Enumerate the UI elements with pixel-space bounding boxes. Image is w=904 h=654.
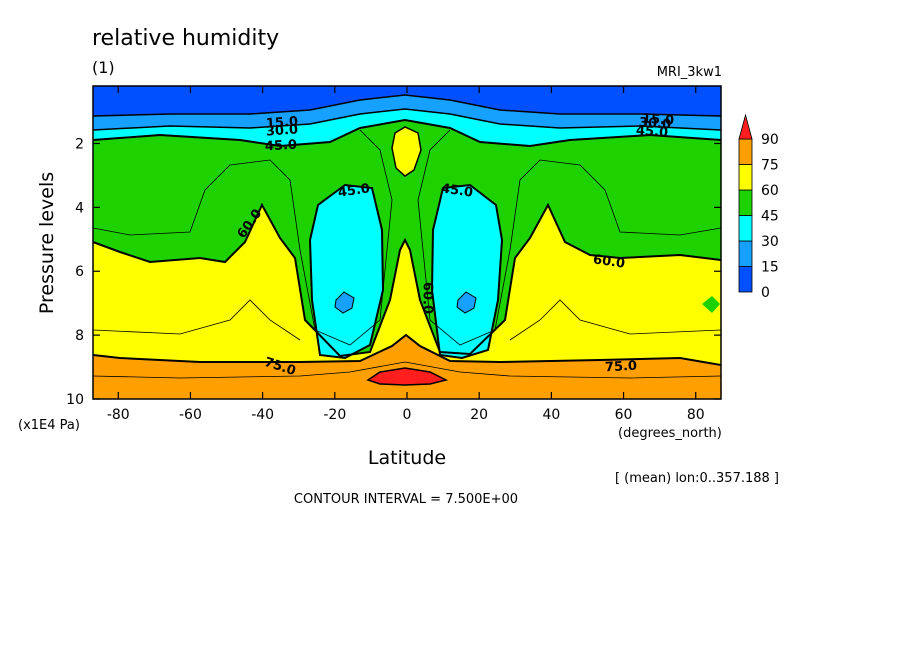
contour-surface-maximum xyxy=(366,367,449,386)
x-tick-label: 80 xyxy=(687,407,705,423)
contour-labels: 15.030.045.045.0 45.060.060.060.075.0 75.0… xyxy=(235,111,675,379)
y-unit-label: (x1E4 Pa) xyxy=(18,418,80,433)
x-tick-label: -40 xyxy=(251,407,274,423)
x-tick-label: -60 xyxy=(179,407,202,423)
contour-label: 45.0 xyxy=(337,181,371,200)
x-unit-label: (degrees_north) xyxy=(618,426,722,441)
x-tick-label: -80 xyxy=(107,407,130,423)
colorbar-swatch xyxy=(738,164,753,191)
x-tick-label: -20 xyxy=(323,407,346,423)
colorbar-tick-label: 30 xyxy=(761,234,779,250)
contour-30 xyxy=(93,108,721,131)
moist-blob-edge xyxy=(702,296,720,313)
x-tick-label: 40 xyxy=(542,407,560,423)
contour-label: 15.0 xyxy=(265,114,298,131)
y-tick-label: 10 xyxy=(66,392,84,408)
dry-core-south xyxy=(335,292,354,313)
dry-cell-south xyxy=(310,185,383,358)
contour-dry-core-north xyxy=(456,291,477,314)
dry-cell-north xyxy=(432,185,502,358)
moist-blob-upper xyxy=(392,127,421,176)
x-tick-label: 20 xyxy=(470,407,488,423)
contour-label: 30.0 xyxy=(638,115,671,132)
x-axis-title: Latitude xyxy=(368,447,446,469)
y-tick-label: 2 xyxy=(75,136,84,152)
contour-label: 45.0 xyxy=(635,123,668,140)
contour-label: 75.0 xyxy=(605,359,638,376)
x-tick-label: 60 xyxy=(615,407,633,423)
surface-maximum xyxy=(368,368,446,385)
contour-45-south-cell xyxy=(308,183,385,360)
mean-note: [ (mean) lon:0..357.188 ] xyxy=(615,471,779,486)
colorbar-overflow-triangle xyxy=(738,113,753,140)
y-axis: 2 4 6 8 10 xyxy=(66,136,721,408)
contour-label: 60.0 xyxy=(592,252,626,271)
chart-subtitle: (1) xyxy=(92,58,115,77)
contour-15 xyxy=(93,94,721,117)
contour-75 xyxy=(93,333,721,366)
y-tick-label: 8 xyxy=(75,328,84,344)
filled-contours xyxy=(93,86,721,399)
model-name: MRI_3kw1 xyxy=(657,65,722,80)
colorbar-tick-label: 90 xyxy=(761,132,779,148)
colorbar-swatch xyxy=(738,215,753,242)
colorbar-tick-label: 0 xyxy=(761,285,770,301)
x-axis: -80 -60 -40 -20 0 20 40 60 80 xyxy=(107,86,705,423)
colorbar-swatch xyxy=(738,189,753,216)
y-axis-title: Pressure levels xyxy=(36,172,58,314)
colorbar: 0 15 30 45 60 75 90 xyxy=(738,113,779,301)
contour-interval-note: CONTOUR INTERVAL = 7.500E+00 xyxy=(294,492,518,507)
contour-label: 15.0 xyxy=(641,111,674,128)
contour-label: 60.0 xyxy=(420,282,435,314)
colorbar-tick-label: 15 xyxy=(761,260,779,276)
x-tick-label: 0 xyxy=(403,407,412,423)
colorbar-swatch xyxy=(738,266,753,293)
band-0-15 xyxy=(93,86,721,116)
band-45-60 xyxy=(93,86,721,356)
contour-label: 30.0 xyxy=(265,122,298,139)
chart-title: relative humidity xyxy=(92,26,279,51)
colorbar-swatch xyxy=(738,138,753,165)
contour-moist-blob-upper xyxy=(391,126,422,177)
contour-45-north-cell xyxy=(430,183,504,360)
y-tick-label: 4 xyxy=(75,200,84,216)
contour-dry-core-south xyxy=(334,291,355,314)
contour-label: 45.0 xyxy=(265,138,298,155)
colorbar-swatch xyxy=(738,240,753,267)
y-tick-label: 6 xyxy=(75,264,84,280)
contour-inner-thin xyxy=(93,129,721,346)
colorbar-tick-label: 75 xyxy=(761,158,779,174)
contour-60 xyxy=(93,202,721,358)
contour-lower-thin xyxy=(93,299,721,379)
colorbar-tick-label: 60 xyxy=(761,183,779,199)
contour-45 xyxy=(93,118,721,148)
contour-label: 45.0 xyxy=(440,181,474,200)
dry-core-north xyxy=(457,292,476,313)
colorbar-tick-label: 45 xyxy=(761,209,779,225)
contour-lines xyxy=(93,94,721,386)
